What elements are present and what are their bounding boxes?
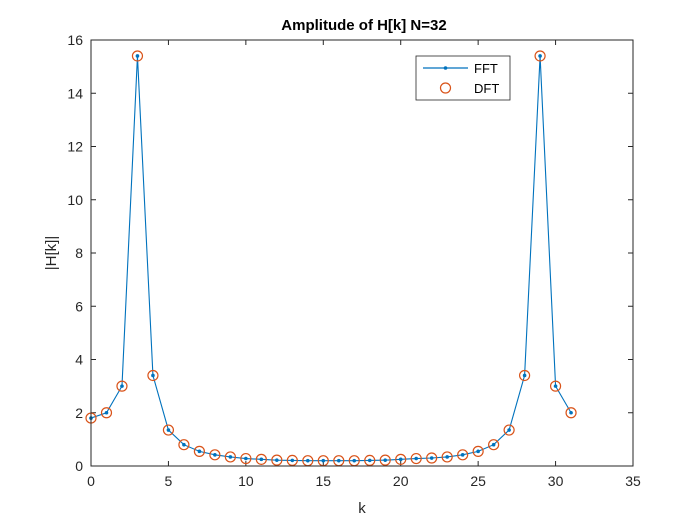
dft-point (240, 452, 252, 465)
fft-point (182, 442, 186, 447)
dft-point (147, 369, 159, 382)
legend: FFT DFT (415, 55, 511, 101)
fft-point (275, 458, 279, 462)
fft-point (151, 373, 155, 378)
fft-point (135, 54, 140, 58)
fft-point (104, 410, 109, 415)
fft-point (197, 449, 202, 454)
dft-point (255, 453, 267, 465)
x-tick-label: 5 (165, 473, 173, 489)
dft-point (193, 445, 205, 457)
y-tick-label: 16 (67, 32, 83, 48)
fft-point (321, 458, 326, 463)
fft-point (507, 428, 511, 432)
dft-point (503, 424, 515, 436)
x-tick-label: 35 (625, 473, 641, 489)
y-tick-label: 10 (67, 192, 83, 208)
y-tick-label: 8 (75, 245, 83, 261)
series-lines (90, 55, 572, 462)
dft-point (364, 454, 376, 467)
dft-point (410, 452, 422, 465)
series-markers (85, 50, 577, 467)
dft-point (395, 453, 407, 465)
legend-fft-label: FFT (474, 61, 498, 76)
fft-point (166, 428, 171, 432)
dft-point (518, 369, 531, 382)
legend-dft-label: DFT (474, 81, 499, 96)
legend-box (415, 55, 511, 101)
fft-series-line (90, 55, 572, 462)
dft-point (565, 407, 577, 419)
y-tick-label: 12 (67, 139, 83, 155)
fft-point (569, 410, 573, 415)
dft-point (162, 424, 175, 436)
fft-point (352, 458, 357, 463)
fft-point (306, 458, 310, 463)
chart-title: Amplitude of H[k] N=32 (281, 17, 446, 34)
axis-ticks: 0 5 10 15 20 25 30 35 0 2 4 6 8 10 12 14 16 (67, 32, 641, 489)
x-tick-label: 20 (393, 473, 409, 489)
dft-point (178, 439, 190, 451)
fft-point (120, 384, 124, 388)
fft-point (213, 453, 217, 457)
fft-point (491, 442, 496, 447)
dft-point (131, 50, 144, 62)
dft-point (379, 454, 391, 466)
x-tick-label: 10 (238, 473, 254, 489)
x-axis-label: k (358, 500, 366, 517)
fft-point (367, 458, 372, 463)
fft-point (259, 457, 264, 462)
fft-point (476, 449, 480, 454)
y-axis-label: |H[k]| (43, 236, 60, 270)
fft-point (522, 373, 527, 378)
x-tick-label: 30 (548, 473, 564, 489)
y-tick-label: 4 (75, 352, 83, 368)
legend-fft-marker (443, 66, 448, 70)
y-tick-label: 14 (67, 85, 83, 101)
y-tick-label: 0 (75, 458, 83, 474)
fft-point (228, 455, 233, 459)
dft-point (100, 407, 113, 419)
fft-point (553, 384, 558, 388)
dft-point (286, 454, 298, 467)
dft-point (209, 449, 221, 461)
y-tick-label: 2 (75, 405, 83, 421)
fft-point (538, 54, 542, 58)
fft-point (445, 455, 449, 459)
dft-point (426, 452, 438, 464)
fft-point (244, 456, 248, 461)
fft-point (429, 456, 434, 460)
dft-point (472, 445, 484, 457)
fft-point (460, 453, 465, 457)
dft-point (271, 454, 283, 466)
fft-point (398, 457, 403, 462)
plot-area (91, 40, 633, 466)
dft-point (534, 50, 546, 62)
dft-point (116, 380, 128, 392)
fft-point (336, 458, 341, 463)
plot-frame (90, 39, 634, 467)
legend-dft-marker (439, 82, 452, 94)
fft-point (414, 456, 419, 461)
dft-point (441, 451, 453, 463)
dft-point (224, 451, 236, 463)
y-tick-label: 6 (75, 298, 83, 314)
fft-point (290, 458, 295, 463)
dft-point (549, 380, 562, 392)
dft-point (457, 449, 469, 461)
fft-point (383, 458, 388, 462)
x-tick-label: 25 (470, 473, 486, 489)
x-tick-label: 0 (87, 473, 95, 489)
dft-point (488, 439, 500, 451)
x-tick-label: 15 (315, 473, 331, 489)
